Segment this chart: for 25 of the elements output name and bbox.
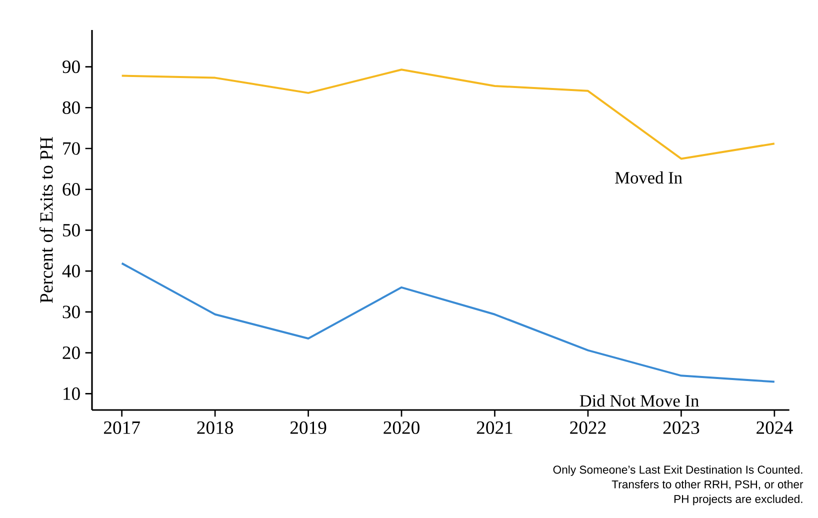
y-tick-label: 30 xyxy=(62,306,80,318)
y-tick-label: 80 xyxy=(62,101,80,114)
y-tick-label: 60 xyxy=(62,183,80,196)
series-label: Did Not Move In xyxy=(580,394,699,407)
y-tick-label: 50 xyxy=(63,224,80,237)
text: Transfers to other RRH, PSH, or other xyxy=(612,480,804,490)
y-tick-label: 90 xyxy=(62,60,80,74)
x-tick-label: 2020 xyxy=(384,421,420,434)
text: Only Someone’s Last Exit Destination Is Counted. xyxy=(553,465,802,476)
y-axis-title: Percent of Exits to PH xyxy=(39,137,53,303)
text: PH projects are excluded. xyxy=(674,494,802,506)
y-tick-label: 10 xyxy=(64,387,80,400)
y-tick-label: 20 xyxy=(62,346,80,360)
y-tick-label: 40 xyxy=(62,264,80,278)
y-tick-label: 70 xyxy=(63,142,80,155)
line-series xyxy=(120,262,776,383)
x-tick-label: 2021 xyxy=(476,421,512,434)
x-tick-label: 2024 xyxy=(756,421,793,434)
series-label: Moved In xyxy=(615,171,682,184)
x-tick-label: 2022 xyxy=(570,421,606,434)
x-tick-label: 2017 xyxy=(104,421,140,434)
x-tick-label: 2018 xyxy=(197,421,234,434)
x-tick-label: 2023 xyxy=(663,421,700,434)
line-series xyxy=(120,68,776,160)
x-tick-label: 2019 xyxy=(290,421,326,434)
